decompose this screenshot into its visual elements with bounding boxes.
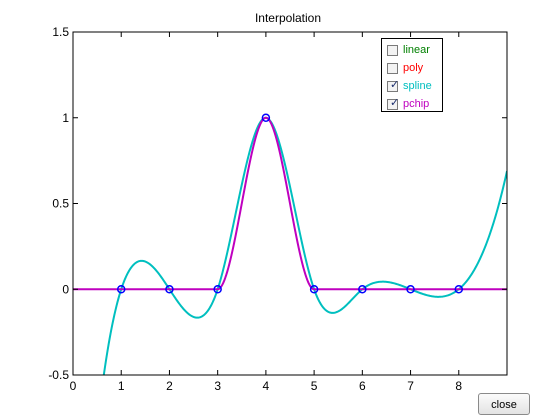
data-point-marker xyxy=(406,285,415,294)
y-tick-label: 0.5 xyxy=(52,197,69,211)
legend-item-spline[interactable]: ✓ spline xyxy=(387,78,432,94)
series-line-pchip xyxy=(73,116,507,291)
legend-label-pchip: pchip xyxy=(403,98,430,110)
legend-item-pchip[interactable]: ✓ pchip xyxy=(387,96,429,112)
legend-checkbox-linear[interactable] xyxy=(387,44,398,56)
y-tick-label: 1 xyxy=(62,111,69,125)
data-point-marker xyxy=(358,285,367,294)
x-tick-label: 0 xyxy=(70,379,77,393)
series-layer xyxy=(73,116,507,375)
legend: linear poly ✓ spline ✓ pchip xyxy=(381,38,443,112)
legend-checkbox-poly[interactable] xyxy=(387,62,398,74)
x-tick-label: 4 xyxy=(263,379,270,393)
axes: 0 1 2 3 4 5 6 7 8-0.500.511.5 xyxy=(48,25,507,393)
check-icon: ✓ xyxy=(390,95,400,109)
y-tick-label: -0.5 xyxy=(48,368,69,382)
x-tick-label: 6 xyxy=(359,379,366,393)
x-tick-label: 1 xyxy=(118,379,125,393)
check-icon: ✓ xyxy=(390,77,400,91)
legend-label-spline: spline xyxy=(403,80,432,92)
data-point-marker xyxy=(454,285,464,294)
legend-label-poly: poly xyxy=(403,62,424,74)
data-point-markers xyxy=(116,113,464,294)
legend-item-poly[interactable]: poly xyxy=(387,60,423,76)
close-button[interactable]: close xyxy=(478,393,530,415)
x-tick-label: 3 xyxy=(214,379,221,393)
legend-checkbox-pchip[interactable]: ✓ xyxy=(387,95,400,110)
legend-label-linear: linear xyxy=(403,44,430,56)
chart-title: Interpolation xyxy=(255,11,321,25)
x-tick-label: 7 xyxy=(407,379,414,393)
x-tick-label: 5 xyxy=(311,379,318,393)
data-point-marker xyxy=(309,285,319,294)
x-tick-label: 2 xyxy=(166,379,173,393)
data-point-marker xyxy=(116,285,126,294)
data-point-marker xyxy=(213,285,222,294)
data-point-marker xyxy=(261,113,271,122)
legend-item-linear[interactable]: linear xyxy=(387,42,430,58)
x-tick-label: 8 xyxy=(455,379,462,393)
legend-checkbox-spline[interactable]: ✓ xyxy=(387,77,400,92)
series-line-spline xyxy=(102,116,507,375)
y-tick-label: 0 xyxy=(62,282,69,296)
data-point-marker xyxy=(165,285,174,294)
y-tick-label: 1.5 xyxy=(52,25,69,39)
